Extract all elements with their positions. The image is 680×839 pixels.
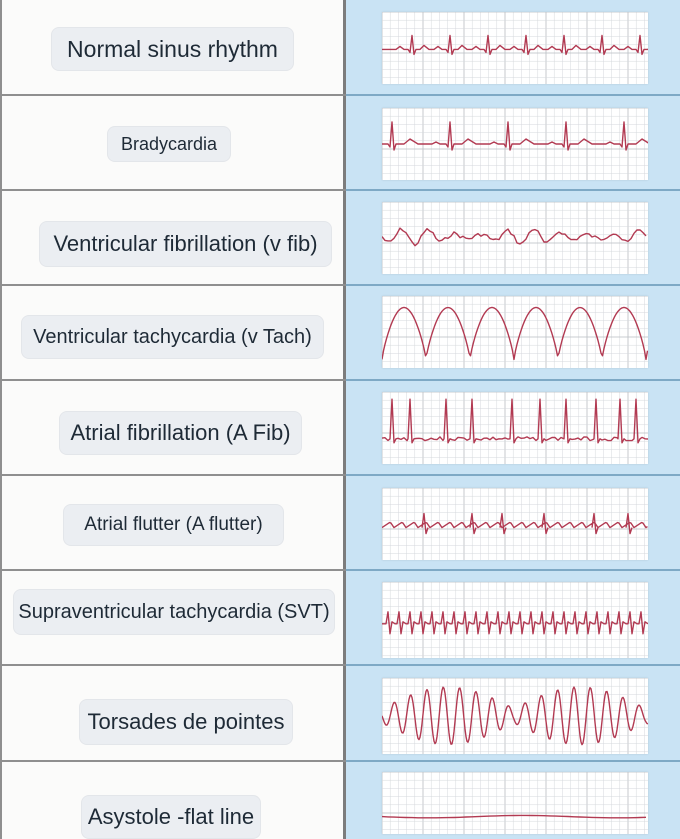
ecg-trace-torsades <box>382 678 648 754</box>
rhythm-label: Atrial fibrillation (A Fib) <box>60 412 301 454</box>
rhythm-label: Supraventricular tachycardia (SVT) <box>14 590 334 634</box>
waveform-line <box>382 227 647 247</box>
row-divider <box>0 379 680 381</box>
rhythm-label: Ventricular tachycardia (v Tach) <box>22 316 323 358</box>
waveform-line <box>382 398 648 444</box>
waveform-line <box>382 306 648 361</box>
row-divider <box>0 284 680 286</box>
row-divider <box>0 94 680 96</box>
ecg-grid <box>382 678 648 754</box>
ecg-strip-a-fib <box>382 392 648 464</box>
waveform-line <box>382 121 648 151</box>
ecg-grid <box>382 582 648 658</box>
row-divider <box>0 760 680 762</box>
rhythm-label: Torsades de pointes <box>80 700 292 744</box>
waveform-line <box>382 34 648 56</box>
rhythm-label: Ventricular fibrillation (v fib) <box>40 222 331 266</box>
ecg-strip-asystole <box>382 772 648 834</box>
waveform-line <box>382 512 648 535</box>
rhythm-label: Bradycardia <box>108 127 230 161</box>
ecg-strip-torsades <box>382 678 648 754</box>
row-divider <box>0 474 680 476</box>
ecg-trace-a-fib <box>382 392 648 464</box>
ecg-grid <box>382 392 648 464</box>
waveform-line <box>382 686 648 746</box>
ecg-grid <box>382 772 648 834</box>
rhythm-label: Asystole -flat line <box>82 796 260 838</box>
ecg-strip-svt <box>382 582 648 658</box>
row-divider <box>0 189 680 191</box>
ecg-trace-a-flutter <box>382 488 648 560</box>
ecg-trace-normal-sinus <box>382 12 648 84</box>
ecg-trace-v-fib <box>382 202 648 274</box>
ecg-grid <box>382 202 648 274</box>
rhythm-label: Normal sinus rhythm <box>52 28 293 70</box>
ecg-strip-v-fib <box>382 202 648 274</box>
row-divider <box>0 664 680 666</box>
ecg-strip-normal-sinus <box>382 12 648 84</box>
column-divider <box>343 0 346 839</box>
ecg-trace-asystole <box>382 772 648 834</box>
row-divider <box>0 569 680 571</box>
ecg-strip-bradycardia <box>382 108 648 180</box>
rhythm-label: Atrial flutter (A flutter) <box>64 505 283 545</box>
ecg-trace-bradycardia <box>382 108 648 180</box>
waveform-line <box>382 611 648 635</box>
ecg-grid <box>382 12 648 84</box>
waveform-line <box>382 814 647 819</box>
ecg-trace-v-tach <box>382 296 648 368</box>
ecg-strip-a-flutter <box>382 488 648 560</box>
ecg-trace-svt <box>382 582 648 658</box>
ecg-strip-v-tach <box>382 296 648 368</box>
